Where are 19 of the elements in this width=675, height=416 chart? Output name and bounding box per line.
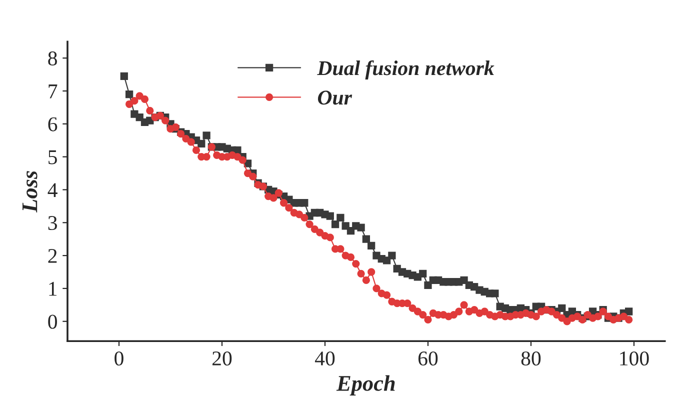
y-tick-label: 0 <box>48 314 57 329</box>
x-tick-label: 0 <box>114 351 124 366</box>
y-tick-label: 8 <box>48 51 57 66</box>
x-tick-label: 80 <box>521 351 541 366</box>
y-tick-label: 6 <box>48 117 58 132</box>
y-tick-label: 7 <box>48 84 58 98</box>
y-tick-label: 5 <box>48 150 57 164</box>
x-tick-label: 60 <box>418 351 438 366</box>
y-axis-title: Loss <box>22 171 38 213</box>
y-tick-label: 2 <box>48 248 57 263</box>
legend-label: Our <box>318 90 352 105</box>
x-axis-title: Epoch <box>336 375 395 396</box>
x-tick-label: 20 <box>212 351 232 366</box>
y-tick-label: 4 <box>48 183 58 197</box>
x-tick-label: 40 <box>314 351 335 366</box>
x-tick-label: 100 <box>620 351 649 366</box>
y-tick-label: 1 <box>49 282 57 296</box>
y-tick-label: 3 <box>48 216 57 230</box>
legend-label: Dual fusion network <box>317 60 494 80</box>
